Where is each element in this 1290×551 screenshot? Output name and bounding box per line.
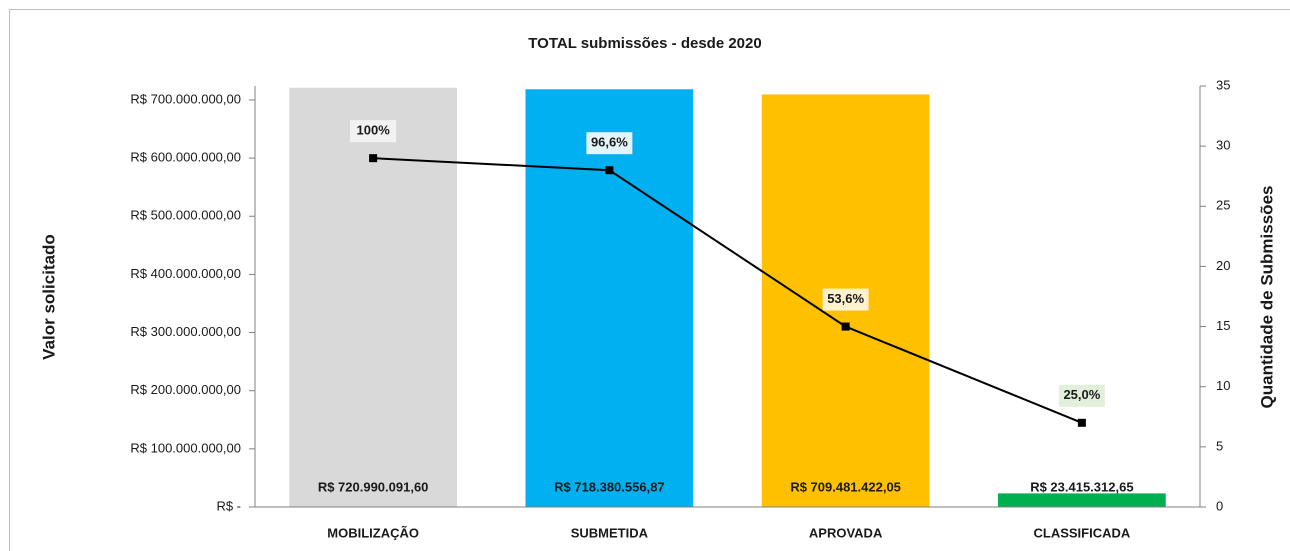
line-marker — [1077, 418, 1086, 427]
y2-tick-label: 15 — [1216, 318, 1230, 333]
annotation-box — [1058, 384, 1105, 407]
line — [373, 157, 1083, 424]
bar — [525, 89, 694, 507]
y-axis-title: Valor solicitado — [39, 234, 58, 360]
y-tick-label: R$ 700.000.000,00 — [130, 91, 241, 106]
y2-tick-label: 10 — [1216, 378, 1230, 393]
x-tick-label: MOBILIZAÇÃO — [327, 525, 419, 540]
chart-title: TOTAL submissões - desde 2020 — [528, 35, 761, 52]
y2-tick-label: 5 — [1216, 438, 1223, 453]
x-tick-label: SUBMETIDA — [571, 525, 649, 540]
line-marker — [605, 166, 614, 175]
annotation: 25,0% — [1063, 387, 1100, 402]
bar-value-label: R$ 718.380.556,87 — [554, 479, 665, 494]
y-tick-label: R$ 100.000.000,00 — [130, 440, 241, 455]
annotation-box — [822, 288, 869, 311]
y2-tick-label: 25 — [1216, 198, 1230, 213]
bar — [998, 493, 1166, 507]
annotation-box — [586, 132, 633, 155]
y-tick-label: R$ 600.000.000,00 — [130, 150, 241, 165]
y2-axis-title: Quantidade de Submissões — [1257, 186, 1276, 409]
y-tick-label: R$ 300.000.000,00 — [130, 324, 241, 339]
line-marker — [841, 322, 850, 331]
y-tick-label: R$ 500.000.000,00 — [130, 208, 241, 223]
y-tick-label: R$ - — [216, 498, 241, 513]
line-marker — [369, 154, 378, 163]
y2-tick-label: 20 — [1216, 258, 1230, 273]
bar-value-label: R$ 709.481.422,05 — [790, 479, 901, 494]
bar — [289, 87, 457, 507]
x-tick-label: CLASSIFICADA — [1033, 525, 1130, 540]
y-tick-label: R$ 400.000.000,00 — [130, 266, 241, 281]
annotation: 100% — [357, 123, 391, 138]
bar-value-label: R$ 23.415.312,65 — [1030, 479, 1133, 494]
y2-tick-label: 35 — [1216, 77, 1230, 92]
y-tick-label: R$ 200.000.000,00 — [130, 382, 241, 397]
y2-tick-label: 0 — [1216, 498, 1223, 513]
x-tick-label: APROVADA — [809, 525, 883, 540]
bar-value-label: R$ 720.990.091,60 — [318, 479, 429, 494]
y2-tick-label: 30 — [1216, 138, 1230, 153]
annotation: 53,6% — [827, 291, 864, 306]
annotation-box — [350, 120, 397, 143]
annotation: 96,6% — [591, 135, 628, 150]
